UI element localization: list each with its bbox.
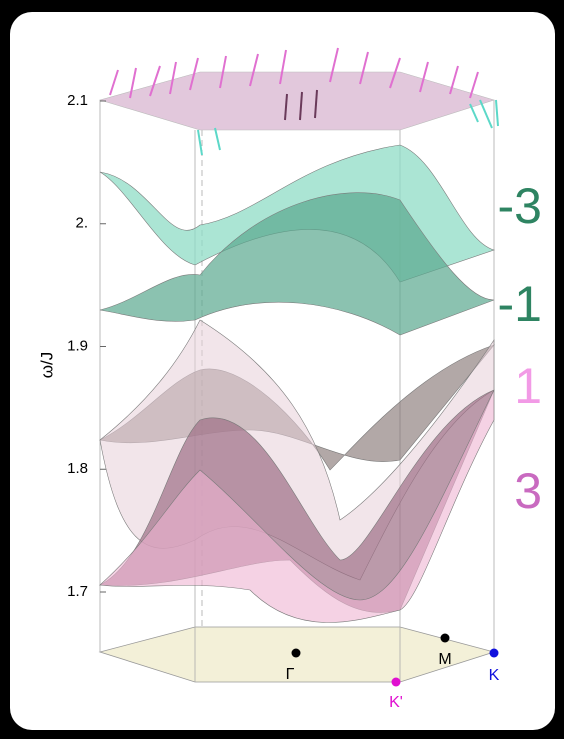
k-point xyxy=(441,634,450,643)
k-point xyxy=(392,678,401,687)
tick-label: 2.1 xyxy=(67,92,88,109)
axis-label: ω/J xyxy=(37,352,56,379)
tick-label: 2. xyxy=(75,215,88,232)
tick-label: 1.9 xyxy=(67,337,88,354)
k-point xyxy=(292,649,301,658)
chern-number: -3 xyxy=(498,178,542,234)
k-point xyxy=(490,649,499,658)
k-point-label: K' xyxy=(389,694,403,711)
tick-label: 1.7 xyxy=(67,583,88,600)
k-point-label: M xyxy=(438,651,451,668)
k-point-label: K xyxy=(489,667,500,684)
chern-number: -1 xyxy=(498,276,542,332)
k-point-label: Γ xyxy=(286,666,295,683)
chern-number: 3 xyxy=(514,463,542,519)
chern-number: 1 xyxy=(514,358,542,414)
tick-label: 1.8 xyxy=(67,460,88,477)
figure: ω/J 2.1 2. 1.9 1.8 1.7 -3 -1 1 3 Γ M K K' xyxy=(0,0,564,739)
